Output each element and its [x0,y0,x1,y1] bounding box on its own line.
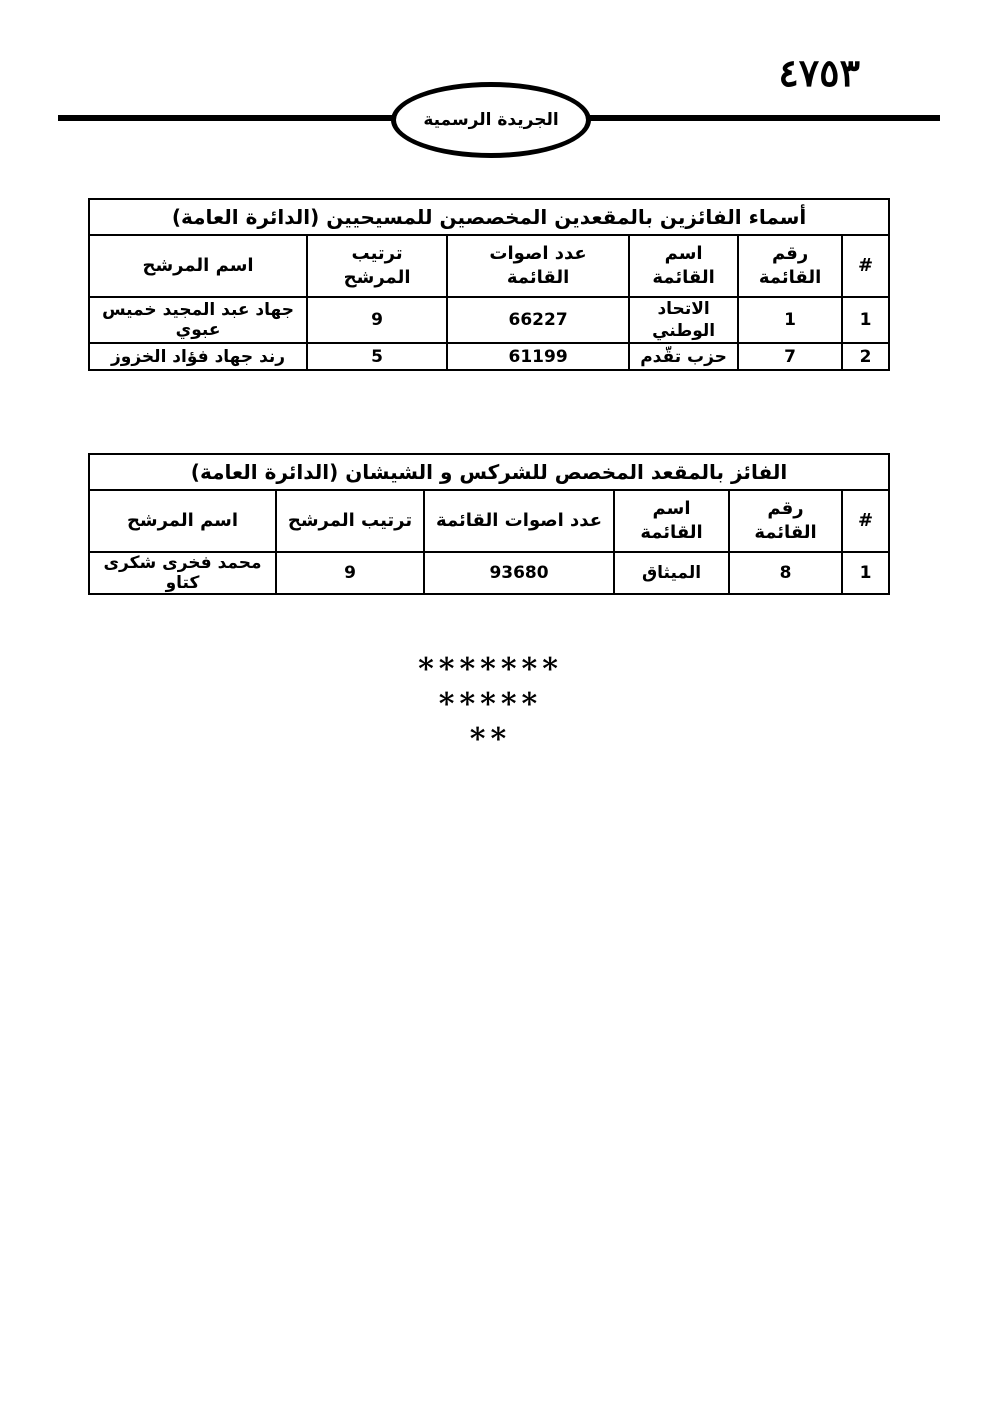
cell-list-votes: 93680 [423,551,616,595]
col-header-list-name: اسم القائمة [628,234,740,298]
table-row: 1 8 الميثاق 93680 9 محمد فخرى شكرى كتاو [87,551,891,595]
cell-list-name: الميثاق [613,551,731,595]
stars-line: ******* [418,652,563,687]
table-title: الفائز بالمقعد المخصص للشركس و الشيشان (… [87,453,891,491]
col-header-index: # [841,234,891,298]
gazette-oval-badge: الجريدة الرسمية [391,82,591,158]
table-title: أسماء الفائزين بالمقعدين المخصصين للمسيح… [87,198,891,236]
cell-index: 1 [841,295,891,345]
stars-line: ** [469,722,512,757]
cell-list-number: 1 [737,295,844,345]
cell-index: 1 [841,551,891,595]
cell-list-votes: 66227 [446,295,631,345]
stars-line: ***** [438,687,543,722]
table-header-row: # رقم القائمة اسم القائمة عدد اصوات القا… [87,489,891,553]
circassian-chechen-seat-table: الفائز بالمقعد المخصص للشركس و الشيشان (… [87,453,891,595]
christian-seats-table: أسماء الفائزين بالمقعدين المخصصين للمسيح… [87,198,891,372]
col-header-candidate-name: اسم المرشح [87,489,278,553]
col-header-list-name: اسم القائمة [613,489,731,553]
col-header-candidate-rank: ترتيب المرشح [306,234,449,298]
cell-candidate-name: محمد فخرى شكرى كتاو [87,551,278,595]
cell-candidate-rank: 5 [306,342,449,372]
col-header-index: # [841,489,891,553]
cell-list-number: 7 [737,342,844,372]
cell-candidate-name: جهاد عبد المجيد خميس عبوي [87,295,309,345]
col-header-list-votes: عدد اصوات القائمة [446,234,631,298]
table-row: 1 1 الاتحاد الوطني 66227 9 جهاد عبد المج… [87,295,891,345]
col-header-list-votes: عدد اصوات القائمة [423,489,616,553]
col-header-candidate-name: اسم المرشح [87,234,309,298]
page-number: ٤٧٥٣ [778,50,860,95]
cell-list-name: حزب تقّدم [628,342,740,372]
col-header-list-number: رقم القائمة [728,489,844,553]
cell-candidate-rank: 9 [306,295,449,345]
cell-list-name: الاتحاد الوطني [628,295,740,345]
table-row: 2 7 حزب تقّدم 61199 5 رند جهاد فؤاد الخز… [87,342,891,372]
table-header-row: # رقم القائمة اسم القائمة عدد اصوات القا… [87,234,891,298]
cell-list-votes: 61199 [446,342,631,372]
footer-stars: ******* ***** ** [88,652,888,757]
cell-candidate-name: رند جهاد فؤاد الخزوز [87,342,309,372]
cell-list-number: 8 [728,551,844,595]
col-header-candidate-rank: ترتيب المرشح [275,489,426,553]
cell-candidate-rank: 9 [275,551,426,595]
col-header-list-number: رقم القائمة [737,234,844,298]
cell-index: 2 [841,342,891,372]
gazette-badge-label: الجريدة الرسمية [423,110,559,130]
